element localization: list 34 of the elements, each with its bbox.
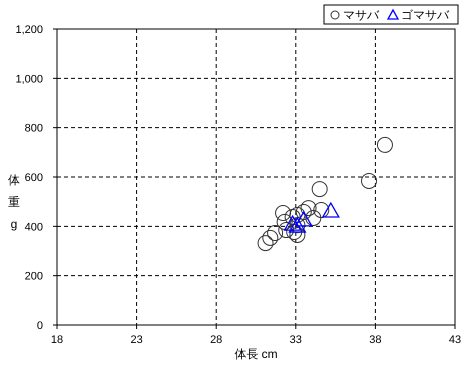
y-axis-title: 体重 g [8, 173, 20, 231]
point [276, 214, 293, 230]
point [262, 230, 278, 246]
y-tick-label: 800 [24, 122, 43, 135]
x-tick-label: 38 [369, 334, 382, 346]
point [313, 202, 330, 218]
y-tick-label: 400 [24, 221, 43, 234]
point [289, 226, 306, 243]
x-tick-label: 43 [448, 334, 462, 346]
point [312, 181, 328, 198]
point [284, 208, 301, 225]
y-tick-label: 1,000 [15, 73, 43, 86]
point [289, 206, 306, 223]
legend-label: マサバ [343, 8, 380, 22]
y-tick-label: 600 [24, 172, 43, 184]
point [286, 224, 302, 240]
x-tick-label: 23 [130, 334, 143, 346]
x-tick-label: 33 [290, 334, 302, 346]
x-axis-title: 体長 cm [234, 347, 278, 361]
legend-label: ゴマサバ [401, 8, 450, 22]
point [296, 204, 312, 220]
point [361, 172, 378, 189]
point [275, 205, 292, 222]
y-tick-label: 200 [24, 270, 43, 283]
y-tick-label: 0 [36, 320, 43, 332]
point [278, 222, 294, 238]
y-tick-label: 1,200 [15, 24, 43, 36]
point [305, 210, 322, 226]
point [267, 224, 284, 241]
point [376, 136, 393, 153]
x-tick-label: 18 [50, 334, 64, 346]
x-tick-label: 28 [210, 334, 222, 346]
point [300, 200, 317, 216]
point [258, 235, 274, 252]
